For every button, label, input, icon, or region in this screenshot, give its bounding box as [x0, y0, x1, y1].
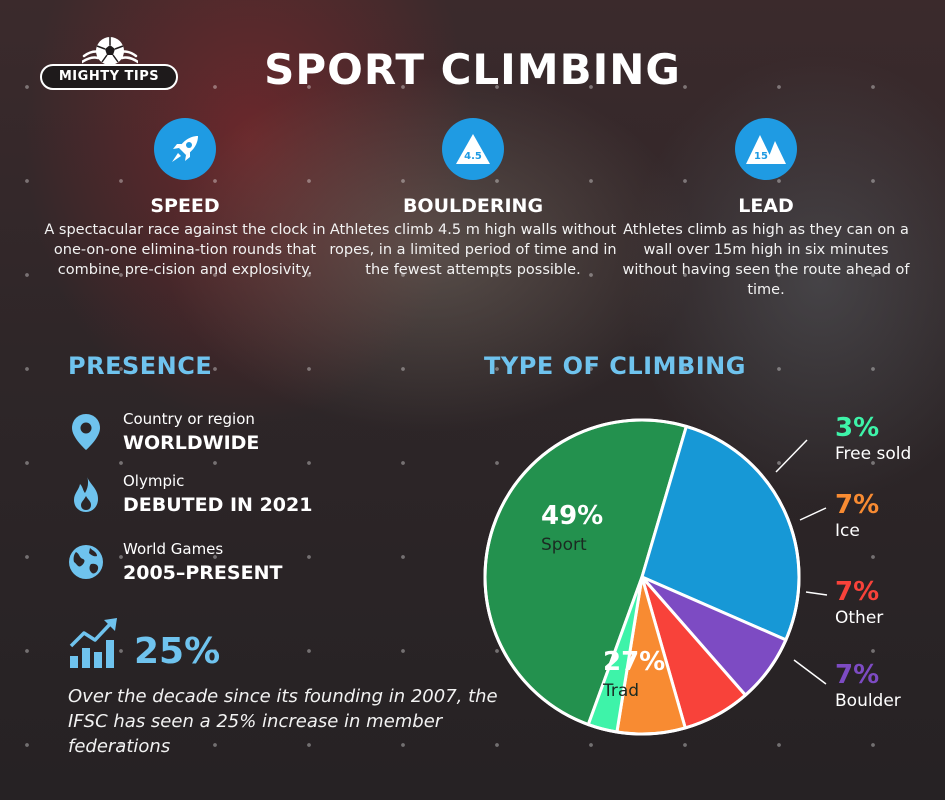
feature-description: Athletes climb as high as they can on a …	[622, 222, 910, 298]
presence-value: 2005–PRESENT	[123, 562, 283, 584]
feature-bouldering: 4.5 BOULDERING Athletes climb 4.5 m high…	[328, 118, 618, 280]
slice-value-label: 49%	[541, 501, 603, 531]
presence-country: Country or region WORLDWIDE	[66, 408, 366, 464]
slice-category-label: Other	[835, 608, 883, 628]
feature-title: LEAD	[738, 195, 794, 217]
feature-description: Athletes climb 4.5 m high walls without …	[329, 222, 617, 278]
slice-category-label: Boulder	[835, 691, 901, 711]
lead-icon-circle: 15	[735, 118, 797, 180]
pie-labels: 49%Sport27%Trad7%Boulder7%Other7%Ice3%Fr…	[541, 413, 911, 711]
mountain-label: 4.5	[464, 151, 482, 162]
slice-category-label: Ice	[835, 521, 860, 541]
mountain-15-icon: 15	[746, 135, 786, 164]
bar-chart-growth-icon	[69, 618, 117, 668]
leader-line	[805, 591, 828, 596]
presence-world-games: World Games 2005–PRESENT	[66, 538, 366, 594]
feature-title: BOULDERING	[402, 195, 544, 217]
slice-value-label: 3%	[835, 413, 879, 443]
presence-olympic: Olympic DEBUTED IN 2021	[66, 470, 366, 526]
slice-category-label: Trad	[602, 681, 639, 701]
stat-description: Over the decade since its founding in 20…	[68, 686, 498, 757]
bouldering-icon-circle: 4.5	[442, 118, 504, 180]
feature-description: A spectacular race against the clock in …	[44, 222, 326, 278]
chart-title: TYPE OF CLIMBING	[484, 352, 746, 380]
slice-category-label: Free sold	[835, 444, 911, 464]
brand-logo: MIGHTY TIPS	[40, 34, 180, 94]
feature-lead: 15 LEAD Athletes climb as high as they c…	[621, 118, 911, 300]
feature-title: SPEED	[150, 195, 220, 217]
pie-outline	[483, 418, 801, 736]
feature-speed: SPEED A spectacular race against the clo…	[40, 118, 330, 280]
presence-value: DEBUTED IN 2021	[123, 494, 313, 516]
leader-line	[793, 659, 827, 685]
globe-icon	[69, 545, 103, 579]
location-pin-icon	[72, 414, 100, 450]
leader-line	[799, 507, 827, 521]
slice-value-label: 7%	[835, 577, 879, 607]
flame-icon	[74, 476, 98, 512]
soccer-ball-icon	[82, 37, 138, 65]
slice-value-label: 27%	[603, 647, 665, 677]
presence-title: PRESENCE	[68, 352, 213, 380]
presence-label: Country or region	[123, 410, 255, 428]
brand-name: MIGHTY TIPS	[40, 64, 178, 90]
slice-category-label: Sport	[541, 535, 587, 555]
speed-icon-circle	[154, 118, 216, 180]
stat-value: 25%	[134, 631, 221, 672]
presence-label: Olympic	[123, 472, 185, 490]
slice-value-label: 7%	[835, 660, 879, 690]
slice-value-label: 7%	[835, 490, 879, 520]
leader-line	[775, 439, 808, 473]
rocket-icon	[172, 136, 198, 162]
presence-label: World Games	[123, 540, 224, 558]
pie-slices	[483, 418, 801, 736]
mountain-4-5-icon: 4.5	[456, 134, 490, 164]
presence-value: WORLDWIDE	[123, 432, 260, 454]
page-title: SPORT CLIMBING	[264, 45, 681, 94]
mountain-label: 15	[754, 151, 768, 162]
